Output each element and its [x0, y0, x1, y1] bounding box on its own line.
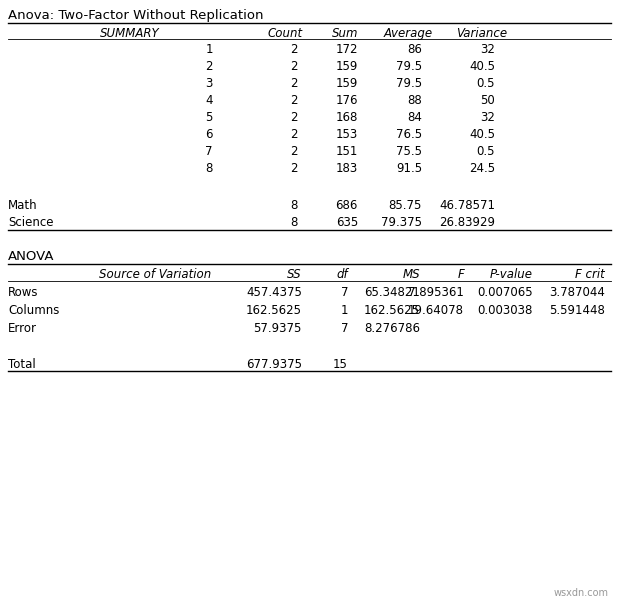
Text: F crit: F crit: [575, 268, 605, 281]
Text: 40.5: 40.5: [469, 128, 495, 141]
Text: SUMMARY: SUMMARY: [100, 27, 160, 40]
Text: 19.64078: 19.64078: [408, 304, 464, 317]
Text: 457.4375: 457.4375: [246, 286, 302, 299]
Text: 40.5: 40.5: [469, 60, 495, 73]
Text: 2: 2: [206, 60, 213, 73]
Text: 176: 176: [335, 94, 358, 107]
Text: 65.34821: 65.34821: [364, 286, 420, 299]
Text: 7: 7: [340, 286, 348, 299]
Text: 635: 635: [335, 216, 358, 229]
Text: 677.9375: 677.9375: [246, 358, 302, 371]
Text: Error: Error: [8, 322, 37, 335]
Text: 5.591448: 5.591448: [549, 304, 605, 317]
Text: Sum: Sum: [332, 27, 358, 40]
Text: F: F: [457, 268, 464, 281]
Text: 2: 2: [290, 77, 298, 90]
Text: 88: 88: [407, 94, 422, 107]
Text: 159: 159: [335, 60, 358, 73]
Text: 24.5: 24.5: [469, 162, 495, 175]
Text: 183: 183: [335, 162, 358, 175]
Text: 26.83929: 26.83929: [439, 216, 495, 229]
Text: 15: 15: [333, 358, 348, 371]
Text: 2: 2: [290, 128, 298, 141]
Text: 2: 2: [290, 94, 298, 107]
Text: 5: 5: [206, 111, 213, 124]
Text: 7: 7: [206, 145, 213, 158]
Text: 8.276786: 8.276786: [364, 322, 420, 335]
Text: 8: 8: [291, 216, 298, 229]
Text: 32: 32: [480, 111, 495, 124]
Text: Rows: Rows: [8, 286, 38, 299]
Text: 79.375: 79.375: [381, 216, 422, 229]
Text: 7.895361: 7.895361: [408, 286, 464, 299]
Text: Columns: Columns: [8, 304, 59, 317]
Text: 8: 8: [206, 162, 213, 175]
Text: 168: 168: [335, 111, 358, 124]
Text: 6: 6: [206, 128, 213, 141]
Text: wsxdn.com: wsxdn.com: [554, 588, 609, 598]
Text: Anova: Two-Factor Without Replication: Anova: Two-Factor Without Replication: [8, 9, 264, 22]
Text: Source of Variation: Source of Variation: [99, 268, 211, 281]
Text: 153: 153: [335, 128, 358, 141]
Text: Variance: Variance: [456, 27, 508, 40]
Text: P-value: P-value: [490, 268, 533, 281]
Text: Average: Average: [383, 27, 433, 40]
Text: 151: 151: [335, 145, 358, 158]
Text: 172: 172: [335, 43, 358, 56]
Text: 2: 2: [290, 43, 298, 56]
Text: Total: Total: [8, 358, 36, 371]
Text: Math: Math: [8, 199, 38, 212]
Text: 4: 4: [206, 94, 213, 107]
Text: 0.003038: 0.003038: [478, 304, 533, 317]
Text: 1: 1: [340, 304, 348, 317]
Text: Count: Count: [267, 27, 303, 40]
Text: SS: SS: [287, 268, 302, 281]
Text: 91.5: 91.5: [396, 162, 422, 175]
Text: 2: 2: [290, 162, 298, 175]
Text: 46.78571: 46.78571: [439, 199, 495, 212]
Text: 84: 84: [407, 111, 422, 124]
Text: 2: 2: [290, 60, 298, 73]
Text: df: df: [336, 268, 348, 281]
Text: 1: 1: [206, 43, 213, 56]
Text: 0.5: 0.5: [477, 77, 495, 90]
Text: 85.75: 85.75: [389, 199, 422, 212]
Text: 2: 2: [290, 145, 298, 158]
Text: 76.5: 76.5: [396, 128, 422, 141]
Text: 32: 32: [480, 43, 495, 56]
Text: Science: Science: [8, 216, 53, 229]
Text: 57.9375: 57.9375: [254, 322, 302, 335]
Text: 0.5: 0.5: [477, 145, 495, 158]
Text: 2: 2: [290, 111, 298, 124]
Text: MS: MS: [402, 268, 420, 281]
Text: 8: 8: [291, 199, 298, 212]
Text: 50: 50: [480, 94, 495, 107]
Text: 686: 686: [335, 199, 358, 212]
Text: 162.5625: 162.5625: [364, 304, 420, 317]
Text: 0.007065: 0.007065: [477, 286, 533, 299]
Text: 3: 3: [206, 77, 213, 90]
Text: 7: 7: [340, 322, 348, 335]
Text: 75.5: 75.5: [396, 145, 422, 158]
Text: 3.787044: 3.787044: [549, 286, 605, 299]
Text: 159: 159: [335, 77, 358, 90]
Text: ANOVA: ANOVA: [8, 250, 54, 263]
Text: 79.5: 79.5: [396, 77, 422, 90]
Text: 86: 86: [407, 43, 422, 56]
Text: 79.5: 79.5: [396, 60, 422, 73]
Text: 162.5625: 162.5625: [246, 304, 302, 317]
